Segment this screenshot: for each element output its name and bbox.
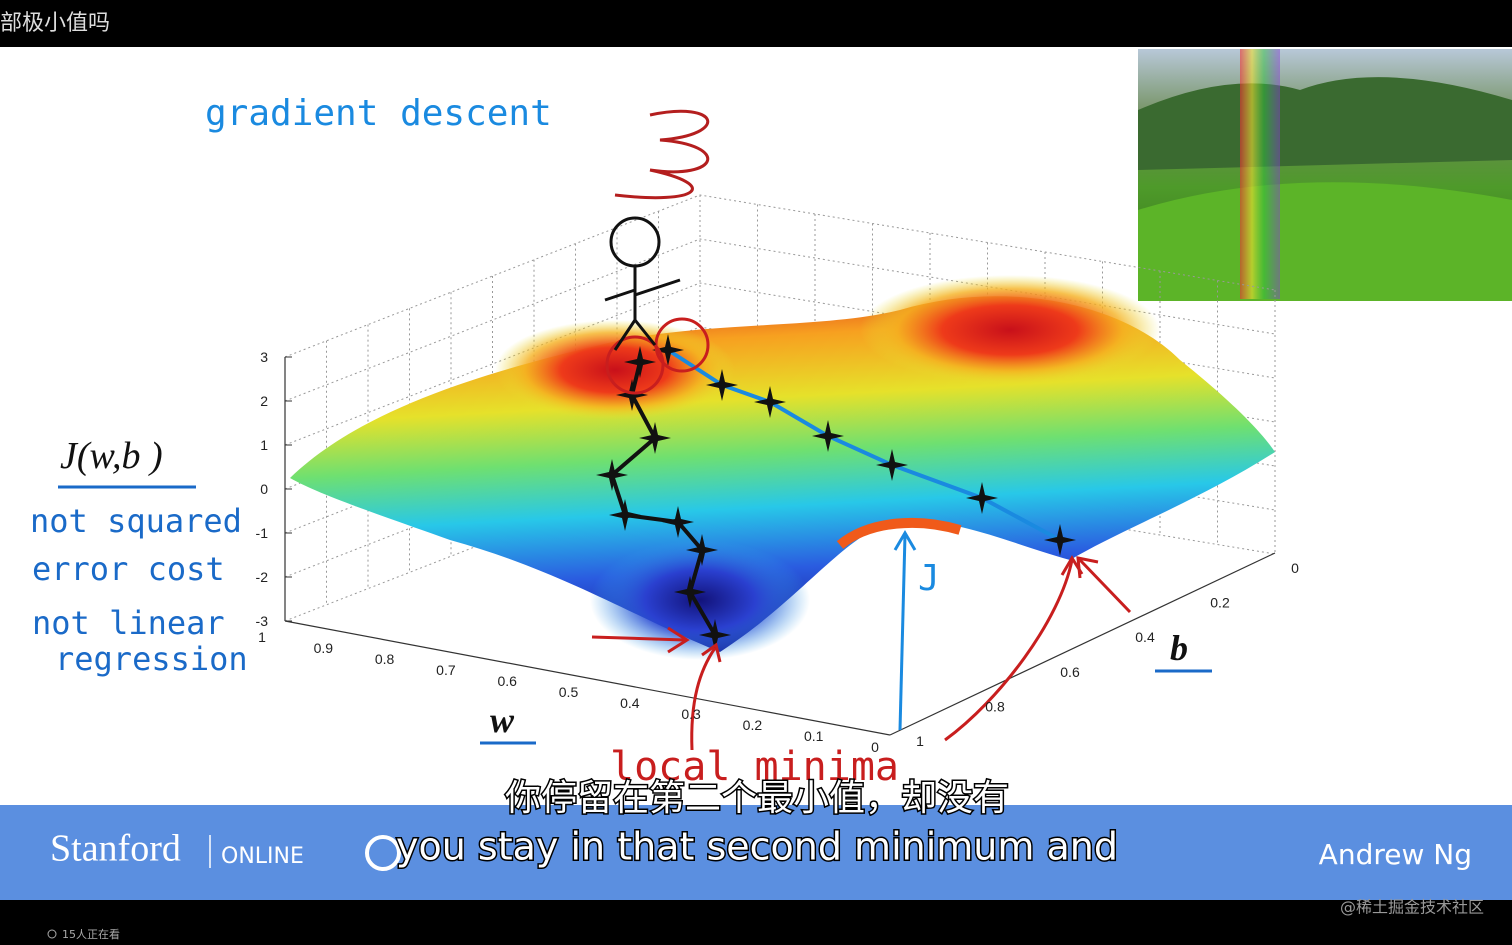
w-tick-label: 0.8 [375,651,395,667]
annotations: gradient descent J(w,b ) not squared err… [30,93,1188,790]
annotation: error cost [32,550,225,588]
z-tick-label: 3 [260,349,268,365]
tick-labels: 3210-1-2-310.90.80.70.60.50.40.30.20.100… [256,349,1300,755]
step-marker [652,334,684,366]
b-tick-label: 0.6 [1060,664,1080,680]
start-circle [654,317,710,373]
top-bar [0,0,1512,47]
step-marker [706,369,738,401]
w-tick-label: 0.5 [559,684,579,700]
step-marker [639,422,671,454]
grid-line [284,238,1276,402]
w-tick-label: 0.6 [497,673,517,689]
subtitle-en: you stay in that second minimum and [396,825,1118,869]
footer-bar [0,805,1512,900]
surface-minimum [590,540,810,660]
footer-brand-suffix: ONLINE [221,844,304,869]
b-tick-label: 1 [916,733,924,749]
stick-figure [604,216,681,351]
photo-hills [1138,77,1512,170]
start-circle [605,335,665,395]
surface-peak [860,275,1160,385]
z-tick-label: 1 [260,437,268,453]
photo-rainbow [1240,49,1280,299]
z-tick-label: 2 [260,393,268,409]
annotation: not linear [32,604,225,642]
step-marker [616,379,648,411]
b-tick-label: 0 [1291,560,1299,576]
z-tick-label: -1 [256,525,269,541]
step-marker [609,499,641,531]
w-tick-label: 0.7 [436,662,456,678]
annotation: J [918,558,940,599]
axis-label: w [490,700,515,740]
w-tick-label: 0 [871,739,879,755]
step-marker [966,482,998,514]
annotation: regression [55,640,248,678]
surface-peak [495,320,735,420]
z-tick-label: 0 [260,481,268,497]
w-tick-label: 1 [258,629,266,645]
b-tick-label: 0.4 [1135,629,1155,645]
step-marker [674,576,706,608]
grid-line [284,282,1276,446]
z-tick-label: -2 [256,569,269,585]
annotation: J(w,b ) [60,435,163,477]
instructor: Andrew Ng [1319,838,1472,871]
step-marker [1044,524,1076,556]
logo [365,835,401,871]
annotation: local minima [610,744,899,790]
step-marker [624,346,656,378]
step-marker [754,386,786,418]
descent-steps [596,334,1076,651]
w-tick-label: 0.2 [743,717,763,733]
subtitle-zh: 你停留在第二个最小值，却没有 [505,778,1009,819]
b-tick-label: 0.2 [1210,595,1230,611]
step-marker [596,459,628,491]
step-marker [662,506,694,538]
w-tick-label: 0.1 [804,728,824,744]
viewer-count: 15人正在看 [62,927,120,941]
photo-meadow [1138,182,1512,301]
viewer-icon [47,929,57,939]
annotation: not squared [30,502,242,540]
w-tick-label: 0.4 [620,695,640,711]
step-marker [686,534,718,566]
video-title: 部极小值吗 [0,11,110,36]
w-tick-label: 0.9 [314,640,334,656]
surface-ridge [836,517,962,549]
dizzy-scribble [614,109,709,200]
step-marker [699,619,731,651]
watermark: @稀土掘金技术社区 [1340,898,1484,917]
step-marker [812,420,844,452]
step-marker [876,449,908,481]
annotation: gradient descent [205,93,552,134]
b-tick-label: 0.8 [985,698,1005,714]
j-arrow [893,530,917,731]
footer-brand: Stanford [50,828,181,870]
z-tick-label: -3 [256,613,269,629]
arrows [591,555,1132,751]
axis-label: b [1170,628,1188,668]
w-tick-label: 0.3 [681,706,701,722]
